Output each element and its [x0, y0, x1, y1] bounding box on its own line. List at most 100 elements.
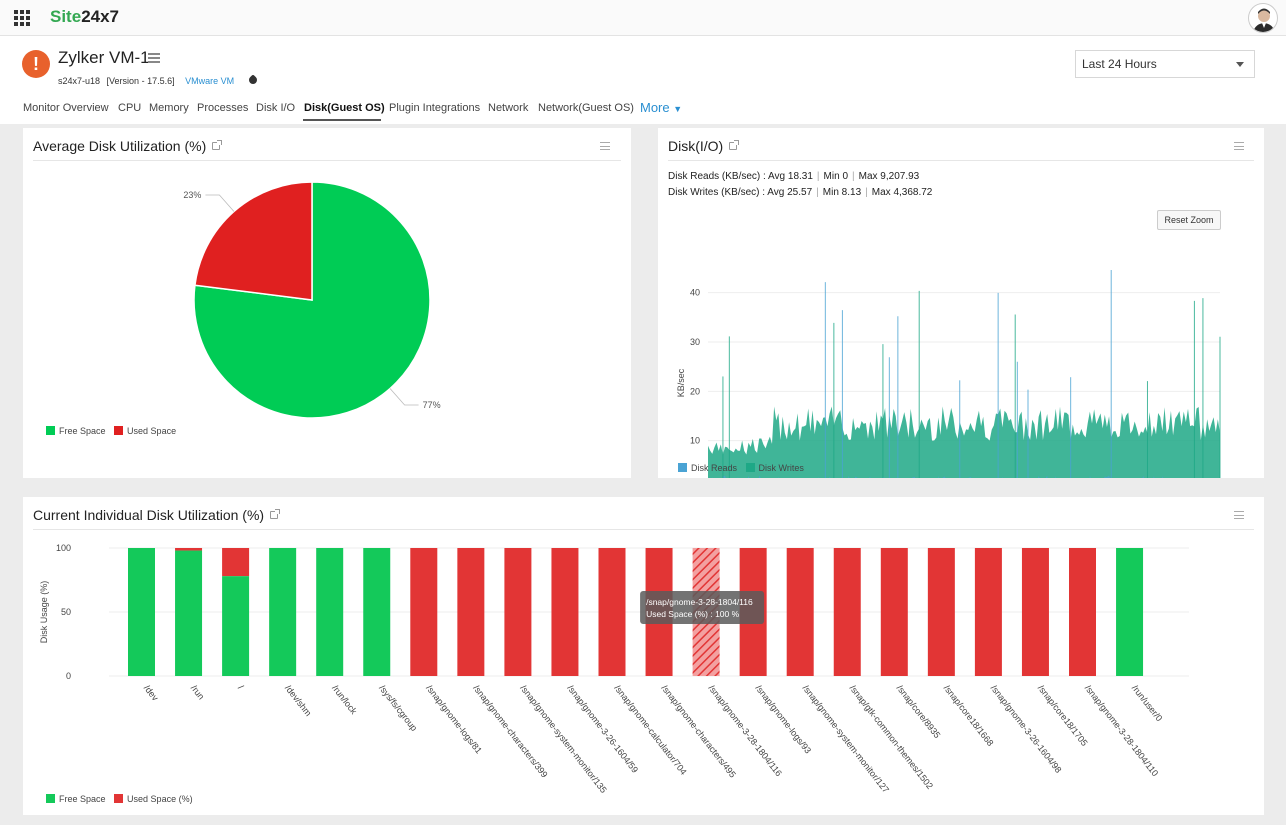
pie-slice-used-space[interactable]: [194, 181, 313, 301]
tab-monitor-overview[interactable]: Monitor Overview: [23, 102, 109, 114]
disk-io-area-chart[interactable]: 010203040KB/sec0:0..12:00 PM03:00 PM06:0…: [658, 188, 1264, 478]
tab-network[interactable]: Network: [488, 102, 529, 114]
x-tick-label: /run: [189, 683, 206, 701]
bar-used-space[interactable]: [598, 548, 626, 676]
legend-used-label: Used Space (%): [127, 794, 193, 804]
tab-processes[interactable]: Processes: [197, 102, 249, 114]
bar-used-space[interactable]: [1069, 548, 1096, 676]
avg-disk-title-text: Average Disk Utilization (%): [33, 138, 207, 154]
external-link-icon[interactable]: [212, 140, 223, 150]
bar-used-space[interactable]: [504, 548, 532, 676]
external-link-icon[interactable]: [270, 509, 281, 519]
reads-avg-label: Avg: [768, 171, 786, 182]
bar-used-space[interactable]: [927, 548, 955, 676]
x-tick-label: /snap/gnome-system-monitor/127: [801, 683, 891, 795]
bar-free-space[interactable]: [222, 576, 250, 676]
bar-used-space[interactable]: [457, 548, 485, 676]
bar-free-space[interactable]: [269, 548, 297, 676]
legend-free-space[interactable]: Free Space: [46, 426, 106, 436]
y-tick-label: 100: [56, 543, 71, 553]
legend-used-space[interactable]: Used Space: [114, 426, 176, 436]
user-avatar[interactable]: [1248, 3, 1278, 33]
bar-free-space[interactable]: [363, 548, 391, 676]
bar-used-space[interactable]: [1021, 548, 1049, 676]
chevron-down-icon: ▼: [673, 104, 683, 114]
bar-used-space[interactable]: [786, 548, 814, 676]
legend-free-label: Free Space: [59, 794, 106, 804]
bar-used-space[interactable]: [222, 548, 250, 577]
tab-network-guest-os[interactable]: Network(Guest OS): [538, 102, 634, 114]
y-tick-label: 20: [690, 386, 700, 396]
writes-max-label: Max: [871, 187, 891, 198]
external-link-icon[interactable]: [729, 140, 740, 150]
reset-zoom-button[interactable]: Reset Zoom: [1157, 210, 1221, 230]
bar-used-space[interactable]: [974, 548, 1002, 676]
tab-cpu[interactable]: CPU: [118, 102, 142, 114]
legend-swatch-free: [46, 794, 55, 803]
y-tick-label: 50: [61, 607, 71, 617]
y-tick-label: 30: [690, 337, 700, 347]
top-bar: Site24x7: [0, 0, 1286, 36]
reads-min-value: 0: [842, 171, 848, 182]
bar-free-space[interactable]: [128, 548, 155, 676]
bar-free-space[interactable]: [1116, 548, 1144, 676]
legend-used-space[interactable]: Used Space (%): [114, 794, 193, 804]
card-divider: [33, 529, 1254, 530]
legend-free-space[interactable]: Free Space: [46, 794, 106, 804]
monitor-menu-icon[interactable]: [148, 53, 160, 63]
reads-max-label: Max: [858, 171, 878, 182]
card-divider: [33, 160, 621, 161]
y-tick-label: 40: [690, 288, 700, 298]
tooltip-title: /snap/gnome-3-28-1804/116: [646, 597, 753, 607]
brand-logo-site: Site: [50, 7, 82, 26]
disk-writes-stats: Disk Writes (KB/sec) : Avg 25.57 | Min 8.1…: [668, 187, 933, 198]
series-disk-writes-area[interactable]: [708, 406, 1220, 478]
legend-disk-reads[interactable]: Disk Reads: [678, 463, 737, 473]
disk-io-legend: Disk Reads Disk Writes: [678, 463, 810, 473]
bar-used-space[interactable]: [833, 548, 861, 676]
tab-memory[interactable]: Memory: [149, 102, 189, 114]
y-tick-label: 0: [66, 671, 71, 681]
chart-menu-icon[interactable]: [1234, 142, 1244, 150]
user-avatar-icon: [1253, 8, 1275, 32]
writes-avg-value: 25.57: [787, 187, 813, 198]
bar-used-space[interactable]: [551, 548, 579, 676]
brand-logo[interactable]: Site24x7: [50, 7, 119, 27]
writes-max-value: 4,368.72: [893, 187, 933, 198]
time-range-select[interactable]: Last 24 Hours: [1075, 50, 1255, 78]
y-tick-label: 10: [690, 436, 700, 446]
tab-plugin-integrations[interactable]: Plugin Integrations: [389, 102, 481, 114]
tab-disk-guest-os[interactable]: Disk(Guest OS): [304, 102, 385, 114]
bar-used-space[interactable]: [175, 548, 203, 551]
x-tick-label: /snap/gnome-system-monitor/135: [518, 683, 608, 795]
chart-menu-icon[interactable]: [600, 142, 610, 150]
bar-free-space[interactable]: [175, 550, 203, 676]
x-tick-label: /snap/core/8935: [895, 683, 943, 740]
reads-min-label: Min: [823, 171, 840, 182]
bar-used-space[interactable]: [880, 548, 908, 676]
app-grid-icon[interactable]: [14, 10, 30, 26]
more-tabs-button[interactable]: More ▼: [640, 100, 682, 115]
legend-disk-writes[interactable]: Disk Writes: [745, 463, 804, 473]
legend-swatch-writes: [745, 463, 755, 472]
disk-reads-stats: Disk Reads (KB/sec) : Avg 18.31 | Min 0 | Ma…: [668, 171, 920, 182]
more-tabs-label: More: [640, 100, 670, 115]
bar-free-space[interactable]: [316, 548, 344, 676]
legend-swatch-reads: [678, 463, 687, 472]
writes-min-value: 8.13: [841, 187, 862, 198]
tag-icon[interactable]: [246, 74, 259, 86]
monitor-title: Zylker VM-1: [58, 48, 150, 67]
vm-type-link[interactable]: VMware VM: [185, 76, 235, 86]
tab-disk-io[interactable]: Disk I/O: [256, 102, 296, 114]
agent-version: [Version - 17.5.6]: [106, 76, 175, 86]
tooltip-background: [640, 591, 765, 624]
individual-disk-title-text: Current Individual Disk Utilization (%): [33, 507, 265, 523]
brand-logo-number: 24x7: [81, 7, 120, 26]
individual-disk-title: Current Individual Disk Utilization (%): [33, 507, 281, 523]
x-tick-label: /: [236, 683, 246, 692]
chart-menu-icon[interactable]: [1234, 511, 1244, 519]
reads-stats-label: Disk Reads (KB/sec) :: [668, 171, 766, 182]
bar-used-space[interactable]: [410, 548, 438, 676]
x-tick-label: /sys/fs/cgroup: [377, 683, 419, 733]
monitor-header: ! Zylker VM-1 s24x7-u18 [Version - 17.5.…: [0, 36, 1286, 124]
